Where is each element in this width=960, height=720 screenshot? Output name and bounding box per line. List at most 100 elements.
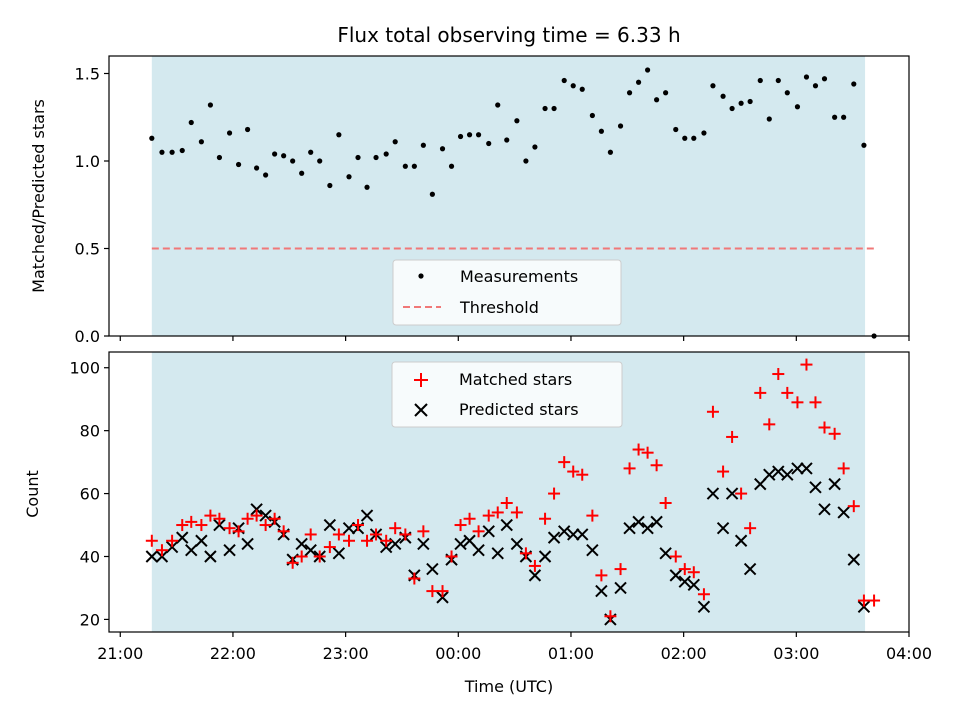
measurement-point bbox=[644, 67, 651, 73]
y-tick-label: 1.5 bbox=[75, 65, 100, 84]
matched-star-point bbox=[304, 528, 317, 541]
top-legend: Measurements Threshold bbox=[392, 259, 622, 326]
legend-predicted-marker bbox=[414, 403, 428, 417]
top-x-ticks bbox=[119, 336, 910, 341]
predicted-star-point bbox=[454, 537, 467, 551]
top-y-axis-label: Matched/Predicted stars bbox=[29, 99, 48, 293]
matched-star-point bbox=[576, 468, 589, 481]
matched-star-point bbox=[268, 512, 281, 525]
measurement-point bbox=[373, 154, 379, 161]
matched-star-point bbox=[567, 465, 580, 478]
predicted-star-point bbox=[586, 543, 599, 557]
measurement-point bbox=[551, 105, 557, 112]
top-panel: 0.0 0.5 1.0 1.5 Flux total observing time =… bbox=[29, 23, 910, 346]
matched-star-point bbox=[595, 569, 608, 582]
matched-star-point bbox=[389, 522, 402, 535]
matched-star-point bbox=[847, 500, 860, 513]
measurement-point bbox=[663, 90, 669, 96]
matched-star-point bbox=[195, 519, 208, 532]
bottom-legend-box bbox=[391, 361, 623, 428]
matched-star-point bbox=[472, 525, 485, 538]
predicted-star-point bbox=[547, 531, 561, 544]
predicted-star-point bbox=[697, 600, 711, 614]
matched-star-point bbox=[687, 566, 700, 579]
matched-star-point bbox=[323, 541, 336, 554]
predicted-star-point bbox=[800, 462, 813, 475]
measurement-point bbox=[812, 83, 819, 89]
measurement-point bbox=[327, 182, 333, 189]
measurement-point bbox=[198, 139, 204, 145]
legend-threshold-label: Threshold bbox=[459, 298, 539, 317]
matched-star-point bbox=[463, 512, 476, 525]
measurement-point bbox=[188, 119, 194, 126]
bottom-x-ticks: 21:00 22:00 23:00 00:00 01:00 02:00 03:00 04:00 bbox=[97, 632, 932, 663]
matched-star-point bbox=[343, 534, 355, 547]
measurement-point bbox=[514, 118, 520, 124]
x-axis-label: Time (UTC) bbox=[464, 677, 553, 696]
predicted-star-point bbox=[204, 550, 217, 563]
measurement-point bbox=[784, 90, 790, 96]
matched-star-point bbox=[586, 509, 599, 522]
matched-stars-points bbox=[145, 358, 881, 623]
y-tick-label: 40 bbox=[80, 547, 100, 566]
matched-star-point bbox=[868, 594, 881, 607]
predicted-star-point bbox=[332, 547, 346, 560]
matched-star-point bbox=[754, 386, 767, 399]
x-tick-label: 04:00 bbox=[886, 644, 932, 663]
matched-star-point bbox=[678, 563, 691, 576]
predicted-star-point bbox=[791, 462, 804, 475]
matched-star-point bbox=[641, 446, 654, 459]
measurement-point bbox=[244, 126, 251, 133]
matched-star-point bbox=[548, 487, 561, 500]
matched-star-point bbox=[295, 550, 308, 563]
y-tick-label: 60 bbox=[80, 485, 100, 504]
predicted-star-point bbox=[781, 468, 794, 481]
predicted-star-point bbox=[145, 550, 159, 563]
predicted-star-point bbox=[847, 553, 860, 566]
measurement-point bbox=[747, 98, 753, 105]
measurement-point bbox=[861, 142, 867, 148]
matched-star-point bbox=[445, 550, 458, 563]
x-tick-label: 21:00 bbox=[97, 644, 143, 663]
legend-measurements-marker bbox=[418, 273, 424, 279]
measurement-point bbox=[579, 86, 585, 92]
predicted-star-point bbox=[360, 509, 374, 522]
matched-star-point bbox=[623, 462, 636, 475]
predicted-star-point bbox=[576, 528, 589, 541]
bottom-y-axis-label: Count bbox=[23, 470, 42, 518]
matched-star-point bbox=[361, 534, 374, 547]
measurement-point bbox=[263, 172, 269, 178]
predicted-star-point bbox=[463, 534, 476, 547]
measurement-point bbox=[336, 132, 342, 138]
matched-star-point bbox=[223, 522, 236, 535]
predicted-star-point bbox=[379, 540, 393, 554]
legend-matched-label: Matched stars bbox=[459, 370, 572, 389]
predicted-star-point bbox=[725, 487, 739, 500]
predicted-star-point bbox=[426, 562, 439, 576]
measurement-point bbox=[169, 149, 175, 155]
matched-star-point bbox=[632, 443, 645, 456]
predicted-star-point bbox=[754, 477, 767, 491]
measurement-point bbox=[429, 191, 435, 197]
measurement-point bbox=[821, 76, 828, 82]
x-tick-label: 02:00 bbox=[661, 644, 707, 663]
matched-star-point bbox=[436, 585, 449, 598]
predicted-star-point bbox=[538, 550, 552, 563]
measurement-point bbox=[607, 149, 614, 155]
y-tick-label: 100 bbox=[69, 359, 100, 378]
predicted-star-point bbox=[595, 584, 608, 598]
matched-star-point bbox=[791, 396, 804, 409]
matched-star-point bbox=[313, 550, 326, 563]
predicted-star-point bbox=[241, 537, 254, 551]
matched-star-point bbox=[417, 525, 430, 538]
matched-star-point bbox=[176, 519, 189, 532]
matched-star-point bbox=[809, 396, 822, 409]
matched-star-point bbox=[370, 528, 383, 541]
predicted-star-point bbox=[763, 468, 776, 481]
measurement-point bbox=[775, 77, 781, 84]
bottom-legend: Matched stars Predicted stars bbox=[391, 361, 623, 428]
measurement-point bbox=[486, 140, 492, 147]
measurement-point bbox=[411, 163, 417, 169]
predicted-star-point bbox=[213, 518, 226, 532]
predicted-star-point bbox=[743, 562, 757, 576]
